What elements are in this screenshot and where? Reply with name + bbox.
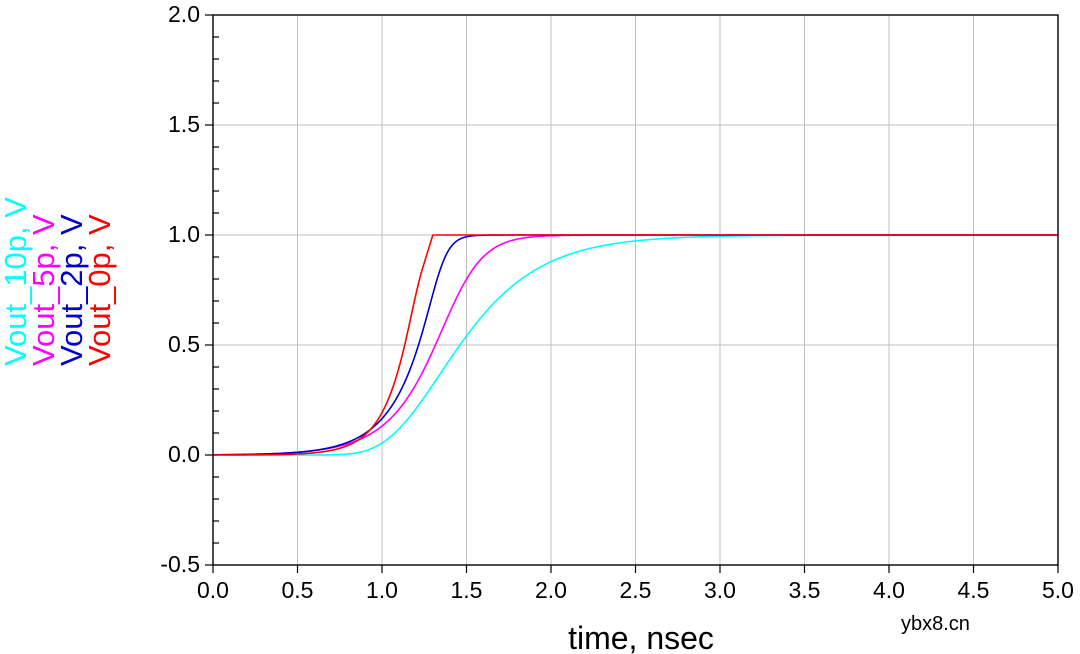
svg-text:2.0: 2.0 [168, 1, 200, 27]
svg-text:0.5: 0.5 [282, 577, 314, 603]
svg-text:3.0: 3.0 [704, 577, 736, 603]
svg-text:4.0: 4.0 [873, 577, 905, 603]
svg-text:1.5: 1.5 [168, 111, 200, 137]
svg-text:time, nsec: time, nsec [568, 620, 714, 654]
svg-text:1.5: 1.5 [451, 577, 483, 603]
svg-text:Vout_0p, V: Vout_0p, V [82, 214, 117, 366]
svg-text:0.5: 0.5 [168, 331, 200, 357]
svg-text:0.0: 0.0 [168, 441, 200, 467]
svg-text:1.0: 1.0 [366, 577, 398, 603]
svg-text:3.5: 3.5 [789, 577, 821, 603]
svg-text:0.0: 0.0 [197, 577, 229, 603]
svg-text:5.0: 5.0 [1042, 577, 1074, 603]
svg-text:2.0: 2.0 [535, 577, 567, 603]
svg-text:2.5: 2.5 [620, 577, 652, 603]
svg-text:ybx8.cn: ybx8.cn [901, 613, 970, 635]
svg-text:1.0: 1.0 [168, 221, 200, 247]
svg-text:-0.5: -0.5 [160, 551, 200, 577]
svg-text:4.5: 4.5 [958, 577, 990, 603]
